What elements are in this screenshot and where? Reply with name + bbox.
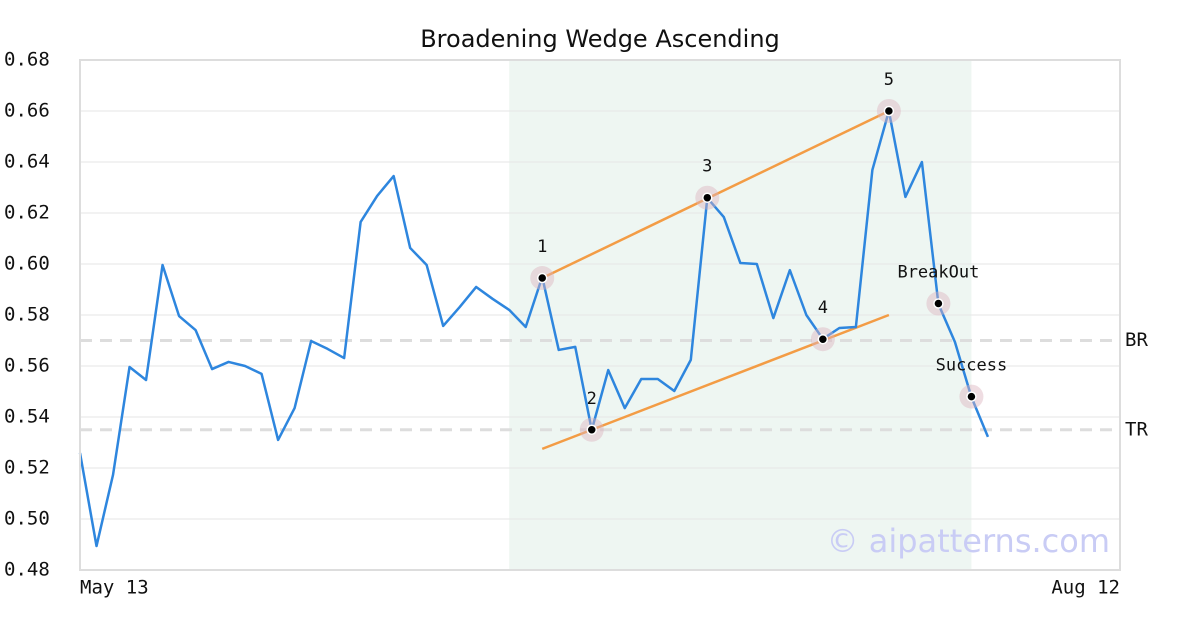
y-tick-label: 0.66 [4,100,50,122]
pivot-point [536,272,548,284]
y-tick-label: 0.54 [4,406,50,428]
pivot-label: 4 [818,298,828,318]
y-tick-label: 0.52 [4,457,50,479]
pivot-label: 3 [702,157,712,177]
x-tick-label: May 13 [80,577,149,599]
y-tick-label: 0.62 [4,202,50,224]
pivot-label: BreakOut [897,263,979,283]
pivot-point [883,105,895,117]
level-label: BR [1125,329,1148,351]
pivot-label: 1 [537,237,547,257]
y-tick-label: 0.68 [4,49,50,71]
pivot-label: Success [936,356,1008,376]
pivot-point [702,192,713,203]
pivot-label: 5 [884,70,894,90]
pivot-point [817,333,829,345]
y-tick-label: 0.58 [4,304,50,326]
watermark: © aipatterns.com [827,522,1110,560]
pivot-point [933,298,944,309]
price-line [78,109,990,548]
level-label: TR [1125,418,1148,440]
trend-line [541,313,890,451]
y-tick-label: 0.60 [4,253,50,275]
y-tick-label: 0.48 [4,559,50,581]
chart-title: Broadening Wedge Ascending [420,25,780,53]
pivot-point [966,391,977,402]
pivot-label: 2 [587,389,597,409]
y-tick-label: 0.64 [4,151,50,173]
y-tick-label: 0.56 [4,355,50,377]
y-tick-label: 0.50 [4,508,50,530]
pivot-point [586,424,597,435]
plot-frame [79,59,1121,571]
x-tick-label: Aug 12 [1051,577,1120,599]
trend-line [541,109,890,280]
